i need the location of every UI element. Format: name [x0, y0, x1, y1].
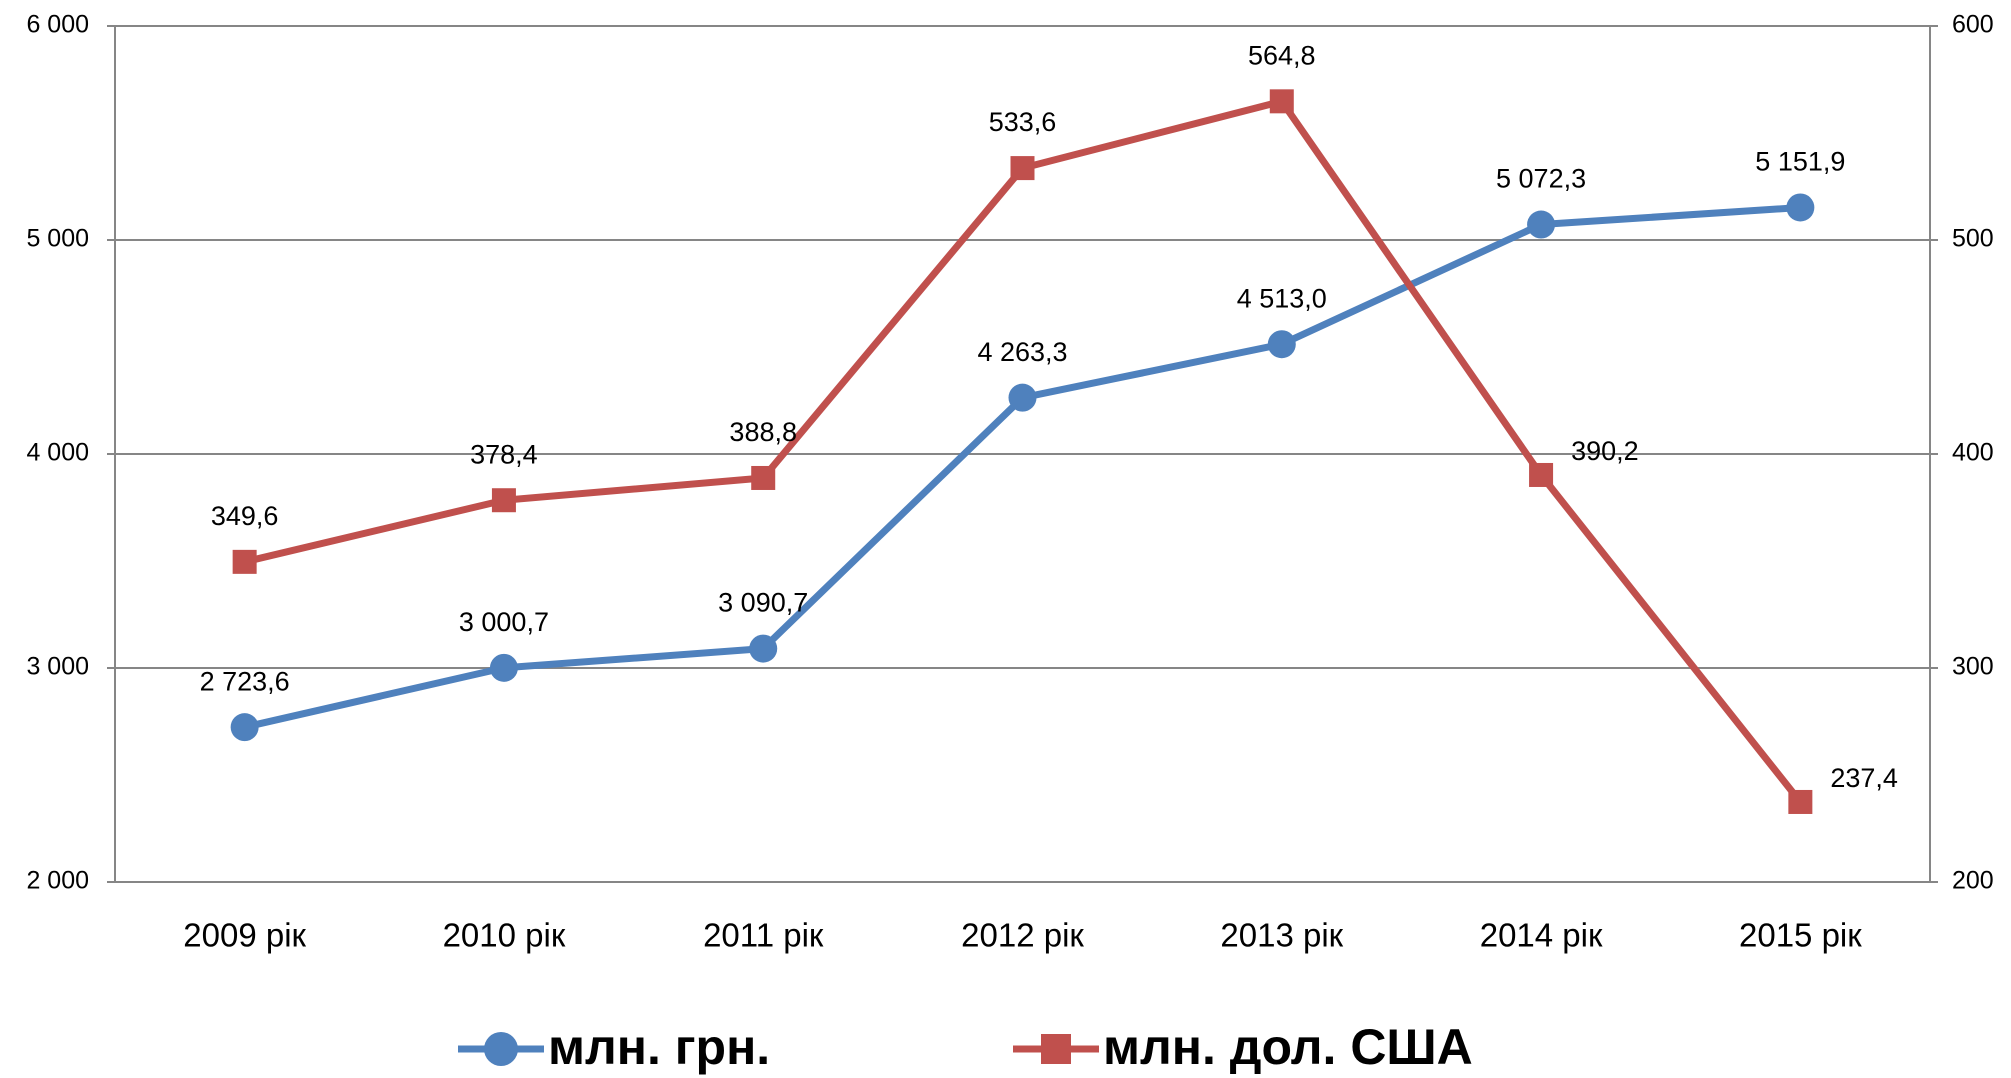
y2-tick-label: 500: [1952, 225, 1994, 253]
y-tick-label: 2 000: [26, 867, 89, 895]
marker: [1267, 330, 1296, 359]
marker: [1786, 193, 1815, 222]
y2-tick-label: 200: [1952, 867, 1994, 895]
y2-tick-label: 600: [1952, 11, 1994, 39]
data-label: 349,6: [211, 501, 279, 531]
data-label: 390,2: [1571, 436, 1639, 466]
x-tick-label: 2009 рік: [183, 917, 306, 954]
marker: [1008, 383, 1037, 412]
data-label: 564,8: [1248, 40, 1316, 70]
y-tick-label: 5 000: [26, 225, 89, 253]
data-label: 5 072,3: [1496, 164, 1586, 194]
x-tick-label: 2011 рік: [703, 917, 824, 954]
y-tick-label: 6 000: [26, 11, 89, 39]
y2-tick-label: 400: [1952, 439, 1994, 467]
marker: [751, 465, 776, 490]
x-tick-label: 2012 рік: [961, 917, 1084, 954]
x-tick-label: 2013 рік: [1220, 917, 1343, 954]
data-label: 237,4: [1830, 763, 1898, 793]
marker: [749, 634, 778, 663]
y2-tick-label: 300: [1952, 653, 1994, 681]
data-label: 4 263,3: [977, 337, 1067, 367]
marker: [491, 488, 516, 513]
y-tick-label: 3 000: [26, 653, 89, 681]
x-tick-label: 2014 рік: [1480, 917, 1603, 954]
data-label: 3 000,7: [459, 607, 549, 637]
data-label: 2 723,6: [200, 666, 290, 696]
marker: [1269, 89, 1294, 114]
data-label: 533,6: [989, 107, 1057, 137]
legend-label: млн. грн.: [548, 1019, 770, 1075]
marker: [1529, 462, 1554, 487]
data-label: 388,8: [729, 417, 797, 447]
marker: [1010, 156, 1035, 181]
marker: [1788, 789, 1813, 814]
x-tick-label: 2010 рік: [443, 917, 566, 954]
marker: [1527, 210, 1556, 239]
marker: [232, 549, 257, 574]
legend-marker: [484, 1032, 518, 1066]
data-label: 3 090,7: [718, 588, 808, 618]
legend-label: млн. дол. США: [1103, 1019, 1473, 1075]
y-tick-label: 4 000: [26, 439, 89, 467]
marker: [489, 653, 518, 682]
legend-marker: [1041, 1034, 1071, 1064]
data-label: 378,4: [470, 439, 538, 469]
data-label: 5 151,9: [1755, 147, 1845, 177]
marker: [230, 713, 259, 742]
data-label: 4 513,0: [1237, 283, 1327, 313]
x-tick-label: 2015 рік: [1739, 917, 1862, 954]
